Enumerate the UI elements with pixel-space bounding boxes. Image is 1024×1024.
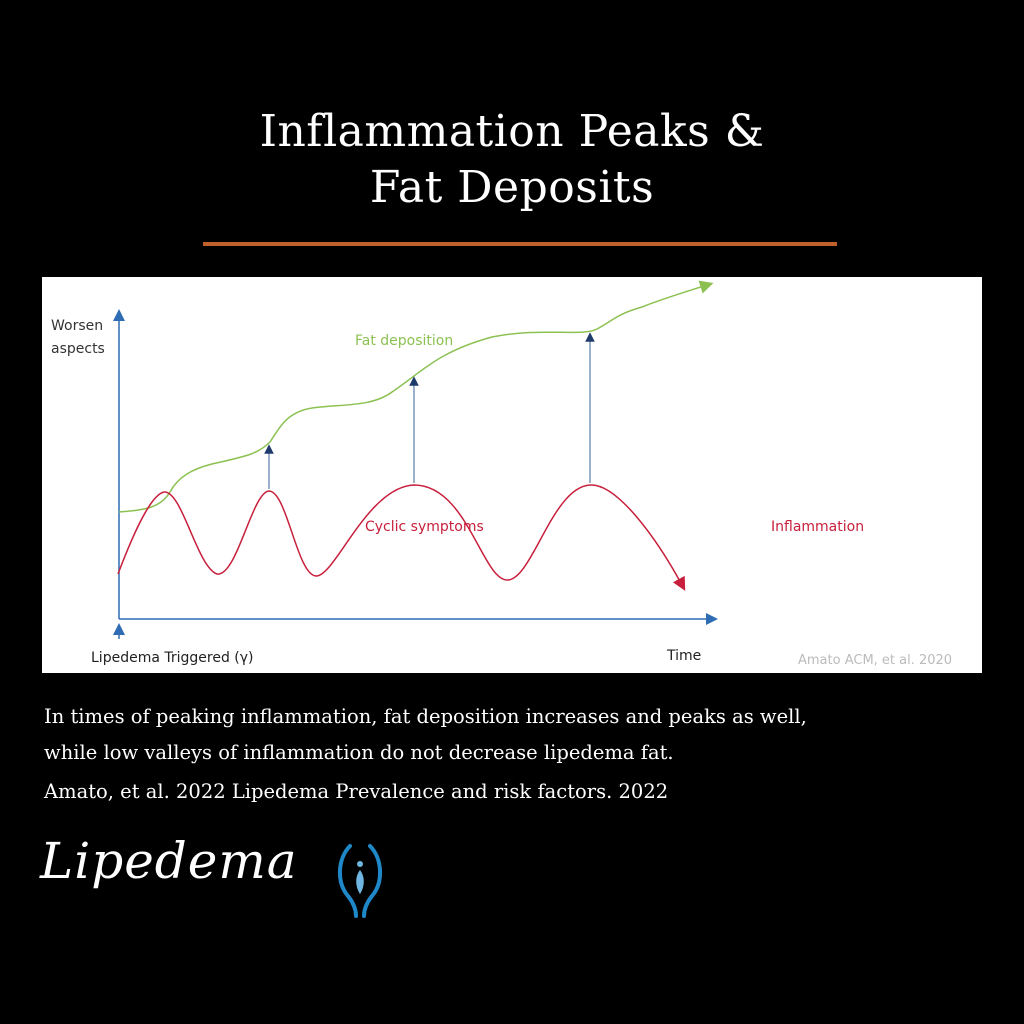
title-underline <box>203 242 837 246</box>
x-axis-label: Time <box>667 648 702 664</box>
origin-label: Lipedema Triggered (γ) <box>91 650 254 666</box>
inflammation-label: Inflammation <box>771 519 865 535</box>
page-title-line-2: Fat Deposits <box>369 162 655 213</box>
caption-line-2: while low valleys of inflammation do not… <box>44 741 674 764</box>
fat-deposition-curve <box>118 280 714 513</box>
diagram-panel: Worsen aspects Fat deposition Cyclic sym… <box>42 277 982 673</box>
page-title-line-1: Inflammation Peaks & <box>259 106 765 157</box>
fat-deposition-label: Fat deposition <box>355 333 454 349</box>
y-axis-label-line-1: Worsen <box>51 318 104 334</box>
diagram-svg <box>113 280 718 639</box>
inflammation-curve <box>117 484 686 591</box>
lipedema-logo-icon <box>338 844 382 918</box>
caption-line-3: Amato, et al. 2022 Lipedema Prevalence a… <box>44 780 669 803</box>
cyclic-symptoms-label: Cyclic symptoms <box>365 519 484 535</box>
logo-wordmark: Lipedema <box>40 832 298 890</box>
credit-label: Amato ACM, et al. 2020 <box>798 653 953 668</box>
y-axis-label-line-2: aspects <box>51 341 105 357</box>
caption-line-1: In times of peaking inflammation, fat de… <box>44 705 807 728</box>
